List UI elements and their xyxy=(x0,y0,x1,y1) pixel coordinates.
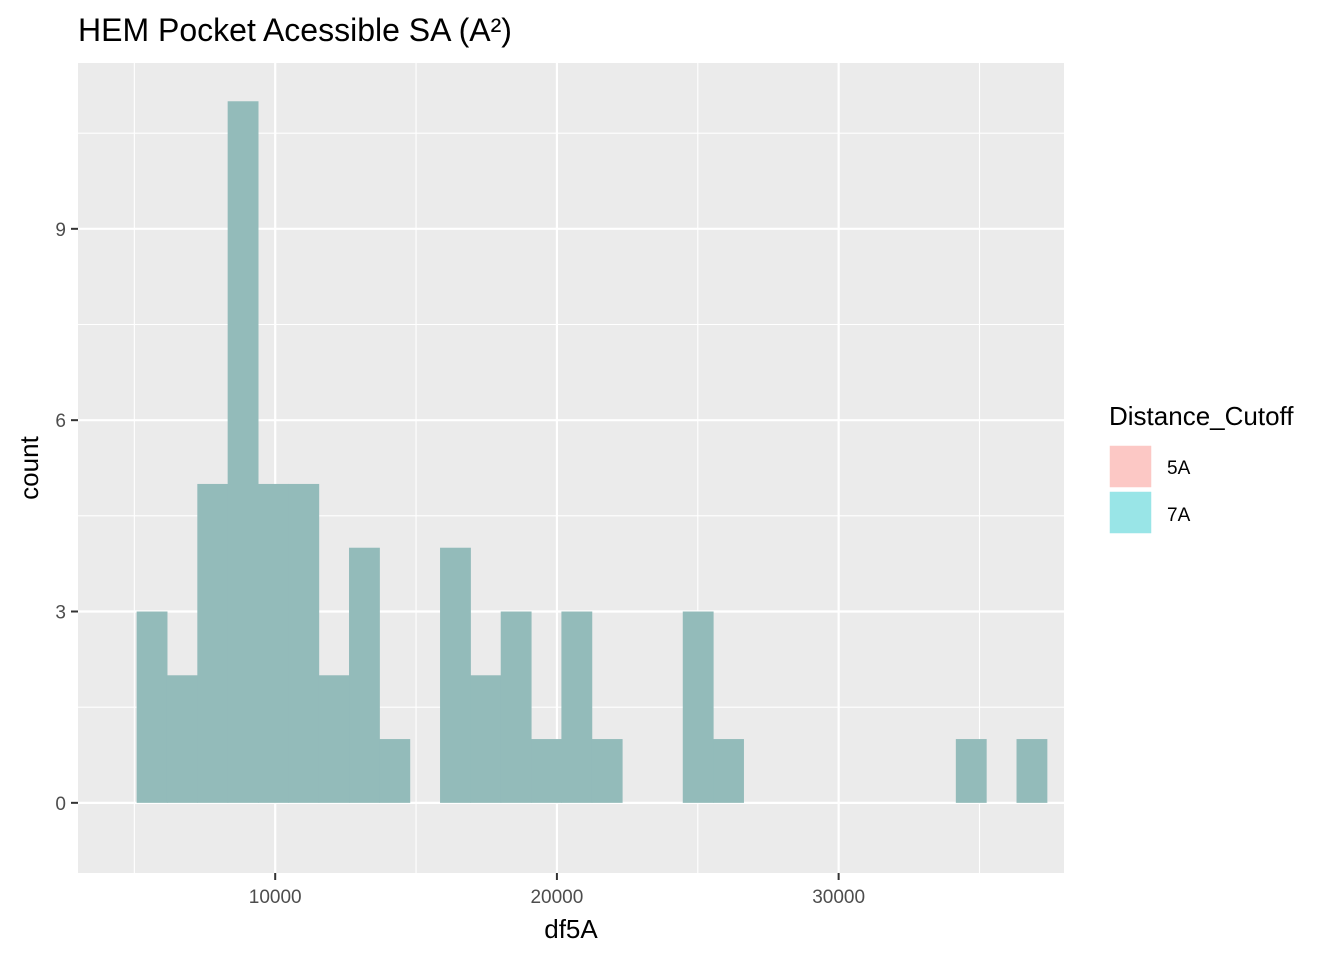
x-axis: 10000 20000 30000 xyxy=(249,873,865,908)
histogram-bar-13 xyxy=(500,611,532,803)
histogram-bar-20 xyxy=(713,739,744,803)
chart-title: HEM Pocket Acessible SA (A²) xyxy=(78,12,512,48)
x-tick-label: 10000 xyxy=(249,887,302,908)
y-tick-label: 6 xyxy=(55,411,66,432)
legend: Distance_Cutoff 5A 7A xyxy=(1108,401,1294,535)
histogram-bar-5 xyxy=(258,483,289,803)
legend-key-5a xyxy=(1108,444,1153,489)
legend-item-5a: 5A xyxy=(1108,444,1191,489)
histogram-bar-9 xyxy=(379,739,411,803)
histogram-bar-12 xyxy=(470,675,502,803)
y-tick-label: 0 xyxy=(55,794,66,815)
histogram-bar-7 xyxy=(318,675,350,803)
x-tick-label: 30000 xyxy=(812,887,865,908)
y-axis-title: count xyxy=(14,435,44,499)
major-gridlines xyxy=(78,63,1064,873)
histogram-bar-2 xyxy=(166,675,198,803)
y-tick-label: 9 xyxy=(55,220,66,241)
histogram-bar-19 xyxy=(682,611,714,803)
histogram-bar-28 xyxy=(955,739,987,803)
legend-item-7a: 7A xyxy=(1108,490,1191,535)
histogram-bar-8 xyxy=(349,547,380,803)
legend-title: Distance_Cutoff xyxy=(1109,401,1294,431)
histogram-bar-16 xyxy=(591,739,623,803)
histogram-bar-4 xyxy=(227,101,259,803)
histogram-bar-3 xyxy=(197,483,229,803)
legend-key-7a xyxy=(1108,490,1153,535)
histogram-bar-11 xyxy=(440,547,471,803)
legend-label-5a: 5A xyxy=(1167,458,1191,479)
legend-label-7a: 7A xyxy=(1167,505,1191,526)
histogram-bar-30 xyxy=(1016,739,1048,803)
y-tick-label: 3 xyxy=(55,603,66,624)
histogram-bar-1 xyxy=(136,611,168,803)
x-tick-label: 20000 xyxy=(530,887,583,908)
histogram-bars xyxy=(136,101,1048,803)
y-axis: 0 3 6 9 xyxy=(55,220,78,815)
histogram-bar-14 xyxy=(531,739,562,803)
histogram-bar-15 xyxy=(561,611,593,803)
x-axis-title: df5A xyxy=(544,914,598,944)
histogram-bar-6 xyxy=(288,483,320,803)
